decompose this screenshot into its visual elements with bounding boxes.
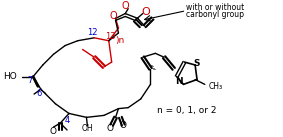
Text: 7: 7 [27, 76, 33, 85]
Text: O: O [121, 1, 129, 11]
Text: O: O [106, 125, 113, 133]
Text: 4: 4 [65, 116, 70, 125]
Text: N: N [175, 77, 183, 86]
Text: with or without: with or without [186, 3, 245, 12]
Text: OH: OH [82, 125, 93, 133]
Text: O: O [110, 12, 117, 22]
Text: 6: 6 [36, 89, 42, 98]
Text: )n: )n [116, 36, 125, 45]
Text: O: O [141, 7, 150, 17]
Text: O: O [120, 121, 127, 130]
Text: O: O [50, 127, 57, 136]
Text: 12: 12 [87, 28, 98, 37]
Text: 13: 13 [105, 32, 116, 41]
Text: carbonyl group: carbonyl group [186, 10, 245, 19]
Text: HO: HO [3, 72, 17, 81]
Text: S: S [194, 59, 200, 68]
Text: CH₃: CH₃ [209, 82, 223, 91]
Text: n = 0, 1, or 2: n = 0, 1, or 2 [156, 106, 216, 115]
